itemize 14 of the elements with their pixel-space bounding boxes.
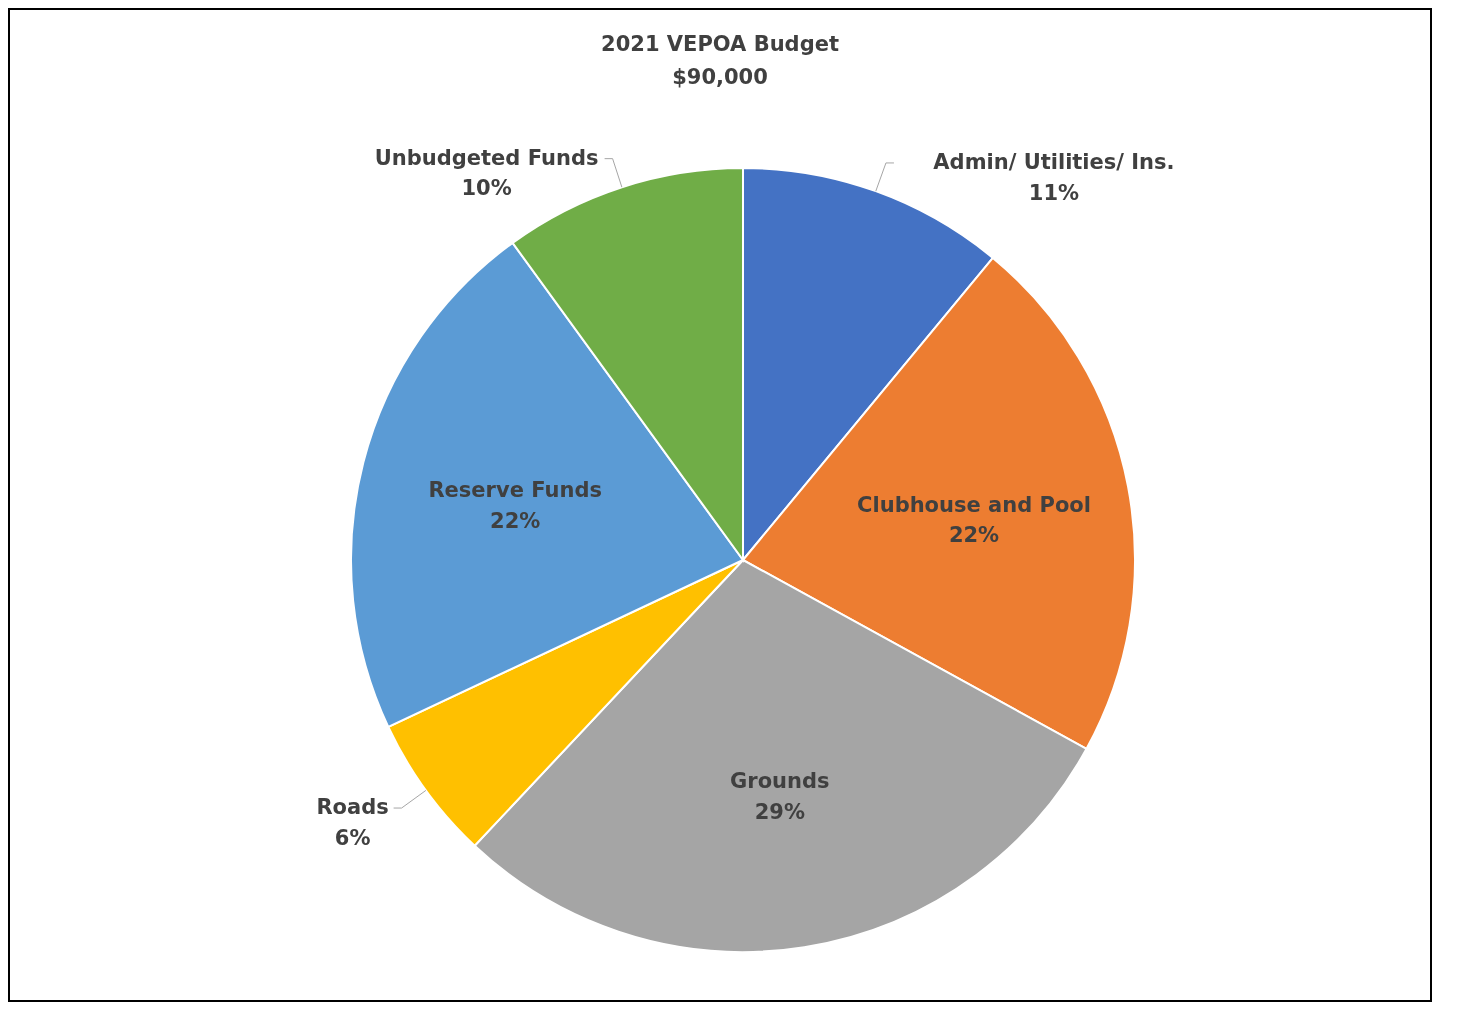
slice-label: Grounds xyxy=(730,769,830,794)
slice-label: Admin/ Utilities/ Ins. xyxy=(933,150,1175,175)
chart-title: 2021 VEPOA Budget xyxy=(600,31,840,58)
data-label: 22% xyxy=(490,508,541,533)
slice-label: Unbudgeted Funds xyxy=(374,145,599,170)
slice-label: Roads xyxy=(316,795,389,820)
data-label: 29% xyxy=(754,799,805,824)
data-label: 10% xyxy=(461,176,512,201)
slice-label: Reserve Funds xyxy=(428,478,602,503)
data-label: 6% xyxy=(334,825,371,850)
chart-subtitle: $90,000 xyxy=(671,64,769,91)
data-label: 11% xyxy=(1028,180,1080,205)
data-label: 22% xyxy=(948,523,1000,548)
slice-label: Clubhouse and Pool xyxy=(857,492,1091,517)
